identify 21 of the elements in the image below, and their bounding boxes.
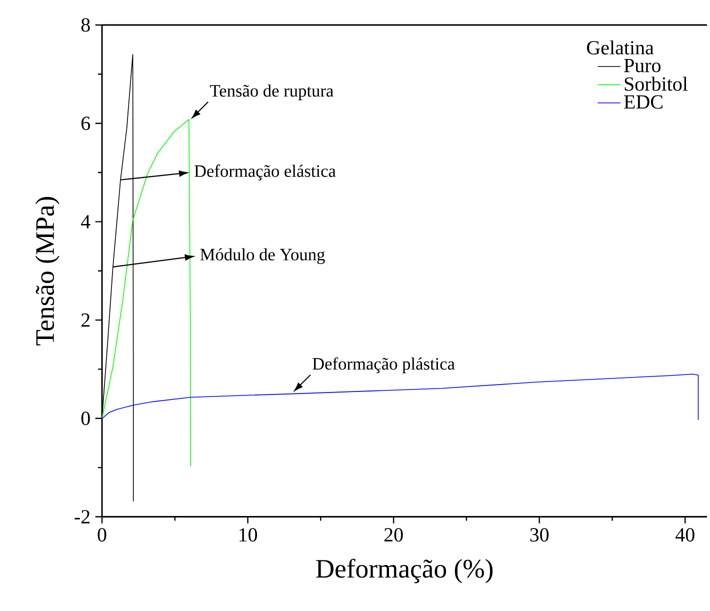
y-tick-label: 2 (82, 313, 90, 327)
legend-label: Puro (624, 58, 661, 72)
legend-label: Sorbitol (624, 76, 688, 91)
x-tick-label: 20 (384, 528, 403, 542)
legend-label: EDC (624, 95, 662, 109)
x-tick-label: 0 (98, 528, 106, 542)
annotation: Deformação elástica (194, 164, 336, 180)
y-tick-label: 0 (81, 412, 90, 426)
annotation: Deformação plástica (312, 357, 455, 374)
y-axis-title: Tensão (MPa) (35, 197, 60, 346)
y-tick-label: 4 (81, 215, 90, 228)
annotation: Módulo de Young (200, 248, 325, 264)
y-tick-label: 8 (81, 18, 90, 32)
x-tick-label: 40 (676, 528, 694, 542)
y-tick-label: -2 (74, 510, 90, 524)
legend-title: Gelatina (586, 40, 654, 54)
x-tick-label: 10 (240, 528, 258, 542)
y-tick-label: 6 (81, 116, 90, 130)
x-tick-label: 30 (530, 528, 549, 542)
x-axis-title: Deformação (%) (316, 558, 493, 584)
annotation: Tensão de ruptura (210, 84, 334, 100)
